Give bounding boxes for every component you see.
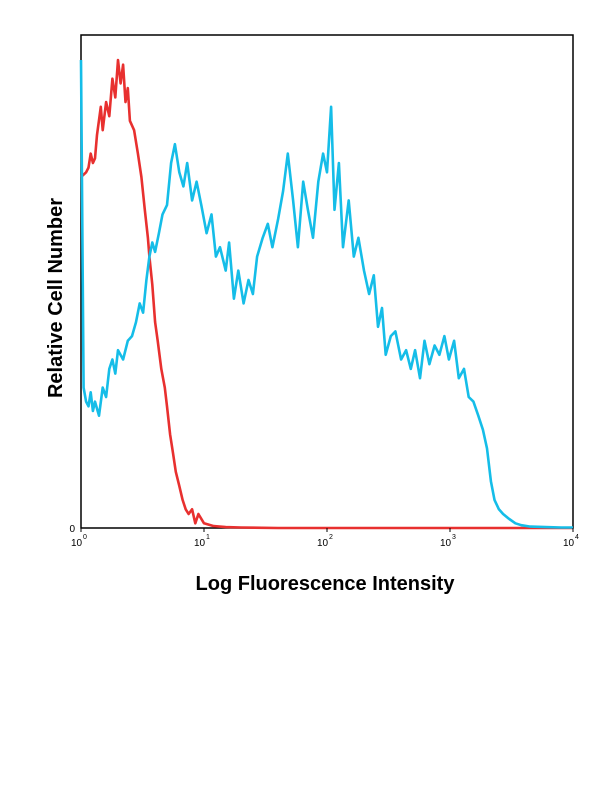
series-layer [79,58,573,530]
x-tick-4: 104 [563,528,579,549]
x-tick-base: 10 [563,538,575,549]
x-tick-exponent: 2 [329,534,333,541]
y-tick-label-0: 0 [69,524,75,535]
x-tick-exponent: 3 [452,534,456,541]
histogram-series-2 [79,59,573,529]
x-tick-exponent: 0 [83,534,87,541]
histogram-series-1 [80,58,573,530]
x-tick-base: 10 [194,538,206,549]
x-tick-3: 103 [440,528,456,549]
x-tick-exponent: 1 [206,534,210,541]
y-axis-title: Relative Cell Number [45,198,67,398]
x-tick-2: 102 [317,528,333,549]
x-tick-base: 10 [71,538,83,549]
x-tick-base: 10 [317,538,329,549]
x-tick-exponent: 4 [575,534,579,541]
plot-frame [80,34,574,529]
x-axis-title: Log Fluorescence Intensity [196,573,456,595]
x-tick-1: 101 [194,528,210,549]
x-tick-0: 100 [71,528,87,549]
x-tick-base: 10 [440,538,452,549]
